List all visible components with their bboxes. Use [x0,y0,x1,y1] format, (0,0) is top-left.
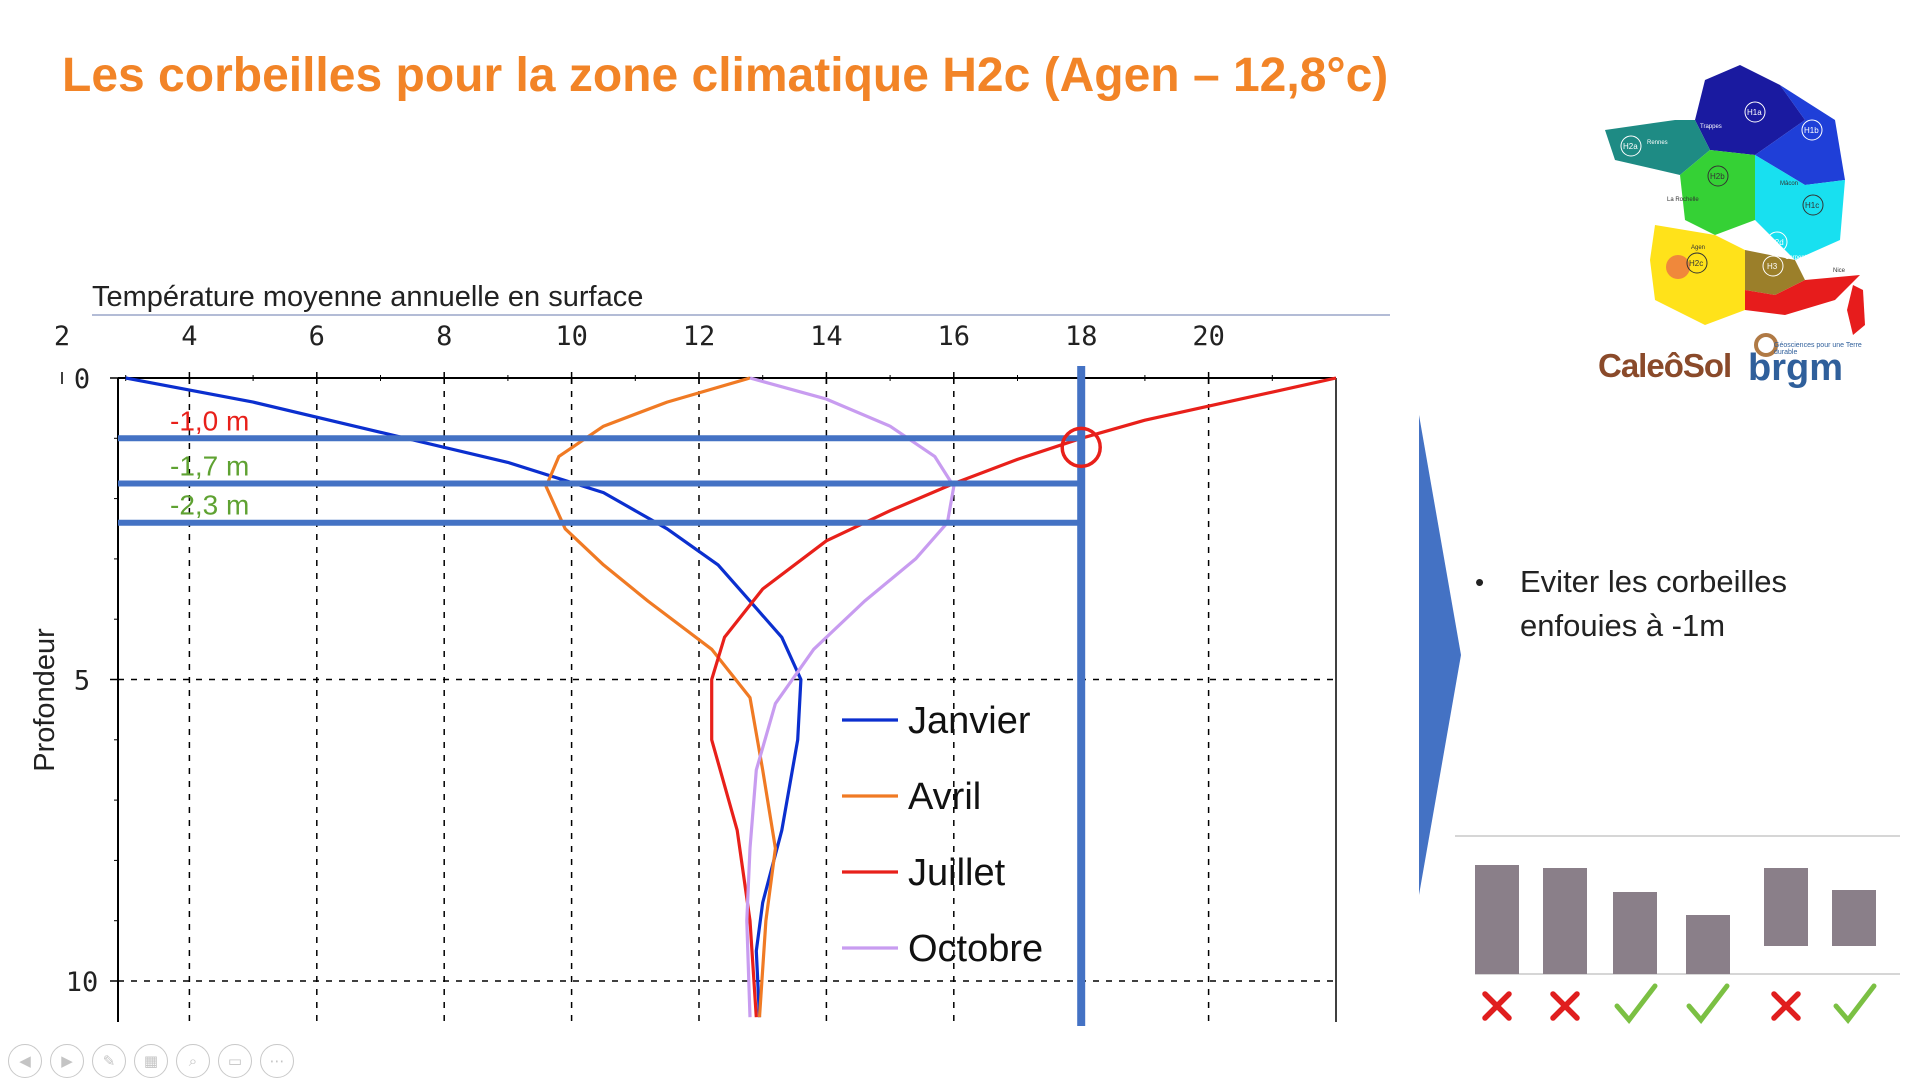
zoom-icon[interactable]: ⌕ [176,1044,210,1078]
map-city-label: Rennes [1647,140,1668,146]
intersection-circle [1060,426,1102,469]
brgm-logo-mark [1754,333,1778,357]
chart-title: Température moyenne annuelle en surface [92,281,643,313]
brgm-tagline: Géosciences pour une Terre durable [1774,342,1862,356]
map-city-label: Mâcon [1780,181,1798,187]
france-climate-zone-map: H1a H1b H1c H2a H2b H2c H2d H3 Trappes R… [1595,60,1880,390]
zone-corsica [1847,285,1865,335]
pen-icon[interactable]: ✎ [92,1044,126,1078]
x-tick-label: 2 [54,321,70,352]
legend-label: Octobre [908,928,1043,970]
cross-icon [1550,991,1580,1021]
basket-placement-figure [1455,835,1900,1024]
depth-label: -1,7 m [170,451,249,482]
cross-icon [1482,991,1512,1021]
bullet-text: Eviter les corbeilles enfouies à -1m [1520,564,1788,643]
series-line-octobre [745,376,956,1018]
depth-label: -1,0 m [170,405,249,436]
buried-basket-bar [1764,868,1808,946]
x-tick-label: 6 [309,321,325,352]
map-zone-label: H1b [1804,126,1819,135]
map-zone-label: H2d [1769,238,1784,247]
x-tick-label: 18 [1065,321,1098,352]
legend-label: Avril [908,776,981,818]
zone-h1b [1755,85,1845,185]
x-tick-label: 20 [1192,321,1225,352]
x-tick-label: 14 [810,321,843,352]
x-tick-label: 12 [683,321,716,352]
more-icon[interactable]: ⋯ [260,1044,294,1078]
x-tick-label: 10 [555,321,588,352]
map-zone-label: H1c [1805,201,1819,210]
buried-basket-bar [1475,865,1519,974]
check-icon [1614,983,1658,1024]
zone-h2b [1680,150,1755,235]
map-zone-label: H2c [1689,259,1703,268]
buried-basket-bar [1686,915,1730,974]
brgm-logo: brgm [1748,347,1843,389]
bullet-dot: • [1475,567,1485,597]
map-city-label: Carpentras [1785,255,1815,261]
y-tick-label: 0 [74,364,90,395]
legend-label: Janvier [908,700,1031,742]
map-city-label: La Rochelle [1667,197,1699,203]
map-zone-label: H3 [1767,262,1778,271]
subtitles-icon[interactable]: ▭ [218,1044,252,1078]
series-line-avril [544,376,778,1018]
next-icon[interactable]: ▶ [50,1044,84,1078]
buried-basket-bar [1543,868,1587,974]
right-arrow-shape [1419,415,1461,895]
map-zone-label: H2a [1623,142,1638,151]
check-icon [1686,983,1730,1024]
y-tick-label: 5 [74,666,90,697]
buried-basket-bar [1613,892,1657,974]
series-line-janvier [125,376,803,1018]
zone-h1c [1755,155,1845,260]
map-city-label: Nice [1833,268,1846,274]
map-zone-label: H1a [1747,108,1762,117]
partner-logos: CaleôSol Géosciences pour une Terre dura… [1598,333,1878,389]
map-city-label: Trappes [1700,124,1722,130]
zone-h2d [1745,250,1805,295]
x-tick-label: 8 [436,321,452,352]
caleosol-logo: CaleôSol [1598,347,1732,384]
buried-basket-bar [1832,890,1876,946]
slideshow-controls: ◀ ▶ ✎ ▦ ⌕ ▭ ⋯ [8,1044,294,1078]
zone-h2a [1605,120,1710,175]
temperature-depth-chart: Température moyenne annuelle en surface 2… [29,281,1390,1026]
y-tick-label: 10 [66,967,99,998]
map-city-label: Agen [1691,245,1705,251]
cross-icon [1771,991,1801,1021]
zone-h1a [1695,65,1805,155]
legend-label: Juillet [908,852,1006,894]
slides-icon[interactable]: ▦ [134,1044,168,1078]
zone-h3 [1745,275,1860,315]
y-axis-label: Profondeur [29,628,61,772]
map-zone-label: H2b [1710,172,1725,181]
series-line-juillet [710,376,1337,1018]
slide-title: Les corbeilles pour la zone climatique H… [62,49,1389,102]
x-tick-label: 16 [938,321,971,352]
prev-icon[interactable]: ◀ [8,1044,42,1078]
depth-label: -2,3 m [170,490,249,521]
check-icon [1833,983,1877,1024]
x-tick-label: 4 [181,321,197,352]
zone-h2c [1650,225,1745,325]
